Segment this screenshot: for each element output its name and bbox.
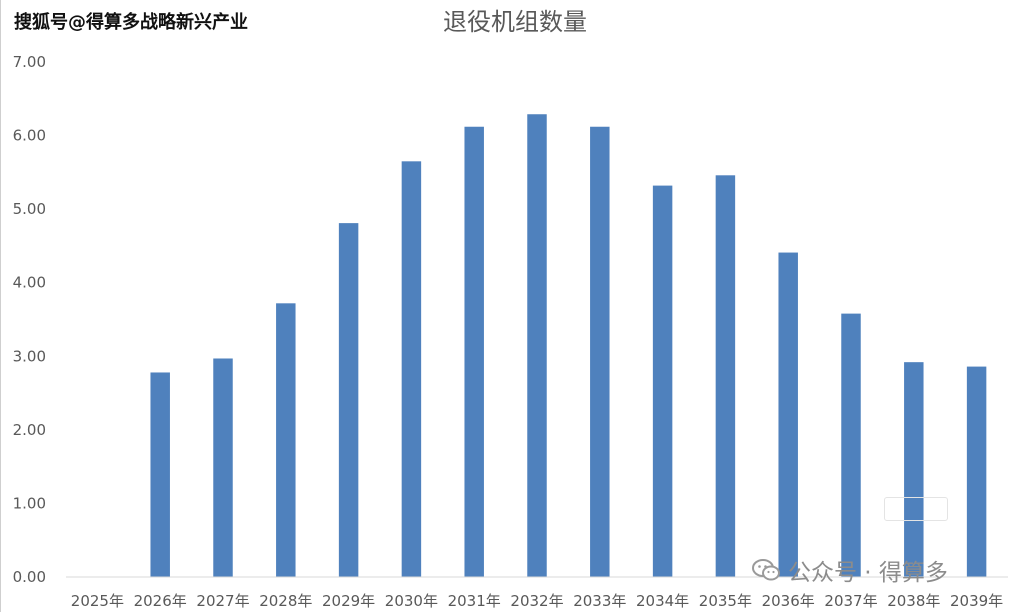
watermark-bottom: 公众号 · 得算多 [752,553,948,587]
left-border [0,0,1,612]
x-tick-label: 2032年 [510,592,563,610]
x-tick-label: 2038年 [887,592,940,610]
bar [904,362,924,577]
bar [590,126,610,578]
y-tick-label: 4.00 [13,274,46,292]
y-tick-label: 1.00 [13,494,46,512]
bar [841,313,861,577]
x-tick-label: 2036年 [762,592,815,610]
bar [213,358,233,577]
bar [966,366,987,577]
y-tick-label: 2.00 [13,421,46,439]
x-tick-label: 2027年 [196,592,249,610]
x-tick-label: 2039年 [950,592,1003,610]
wechat-logo-icon [752,559,780,581]
y-tick-label: 5.00 [13,200,46,218]
y-tick-label: 3.00 [13,347,46,365]
watermark-top: 搜狐号@得算多战略新兴产业 [14,12,248,33]
x-tick-label: 2030年 [385,592,438,610]
y-tick-label: 6.00 [13,127,46,145]
x-tick-label: 2026年 [134,592,187,610]
bar [527,114,547,578]
y-tick-label: 0.00 [13,568,46,586]
bar [715,175,736,578]
x-axis-labels: 2025年 2026年 2027年 2028年 2029年 2030年 2031年 2032年… [71,592,1003,610]
x-tick-label: 2033年 [573,592,626,610]
bar [276,303,296,577]
y-axis-labels: 0.00 1.00 2.00 3.00 4.00 5.00 6.00 7.00 [13,53,46,586]
x-tick-label: 2035年 [699,592,752,610]
faint-stamp [884,497,948,521]
bars [150,114,987,578]
x-tick-label: 2037年 [824,592,877,610]
bar [338,223,359,577]
bar [150,372,170,577]
bar [464,126,484,578]
x-tick-label: 2031年 [448,592,501,610]
x-tick-label: 2028年 [259,592,312,610]
bar [401,161,422,577]
chart-title: 退役机组数量 [443,8,587,36]
x-tick-label: 2034年 [636,592,689,610]
bar [652,185,673,577]
x-tick-label: 2025年 [71,592,124,610]
x-tick-label: 2029年 [322,592,375,610]
watermark-bottom-text: 公众号 · 得算多 [788,560,948,586]
bar [778,252,798,578]
y-tick-label: 7.00 [13,53,46,71]
